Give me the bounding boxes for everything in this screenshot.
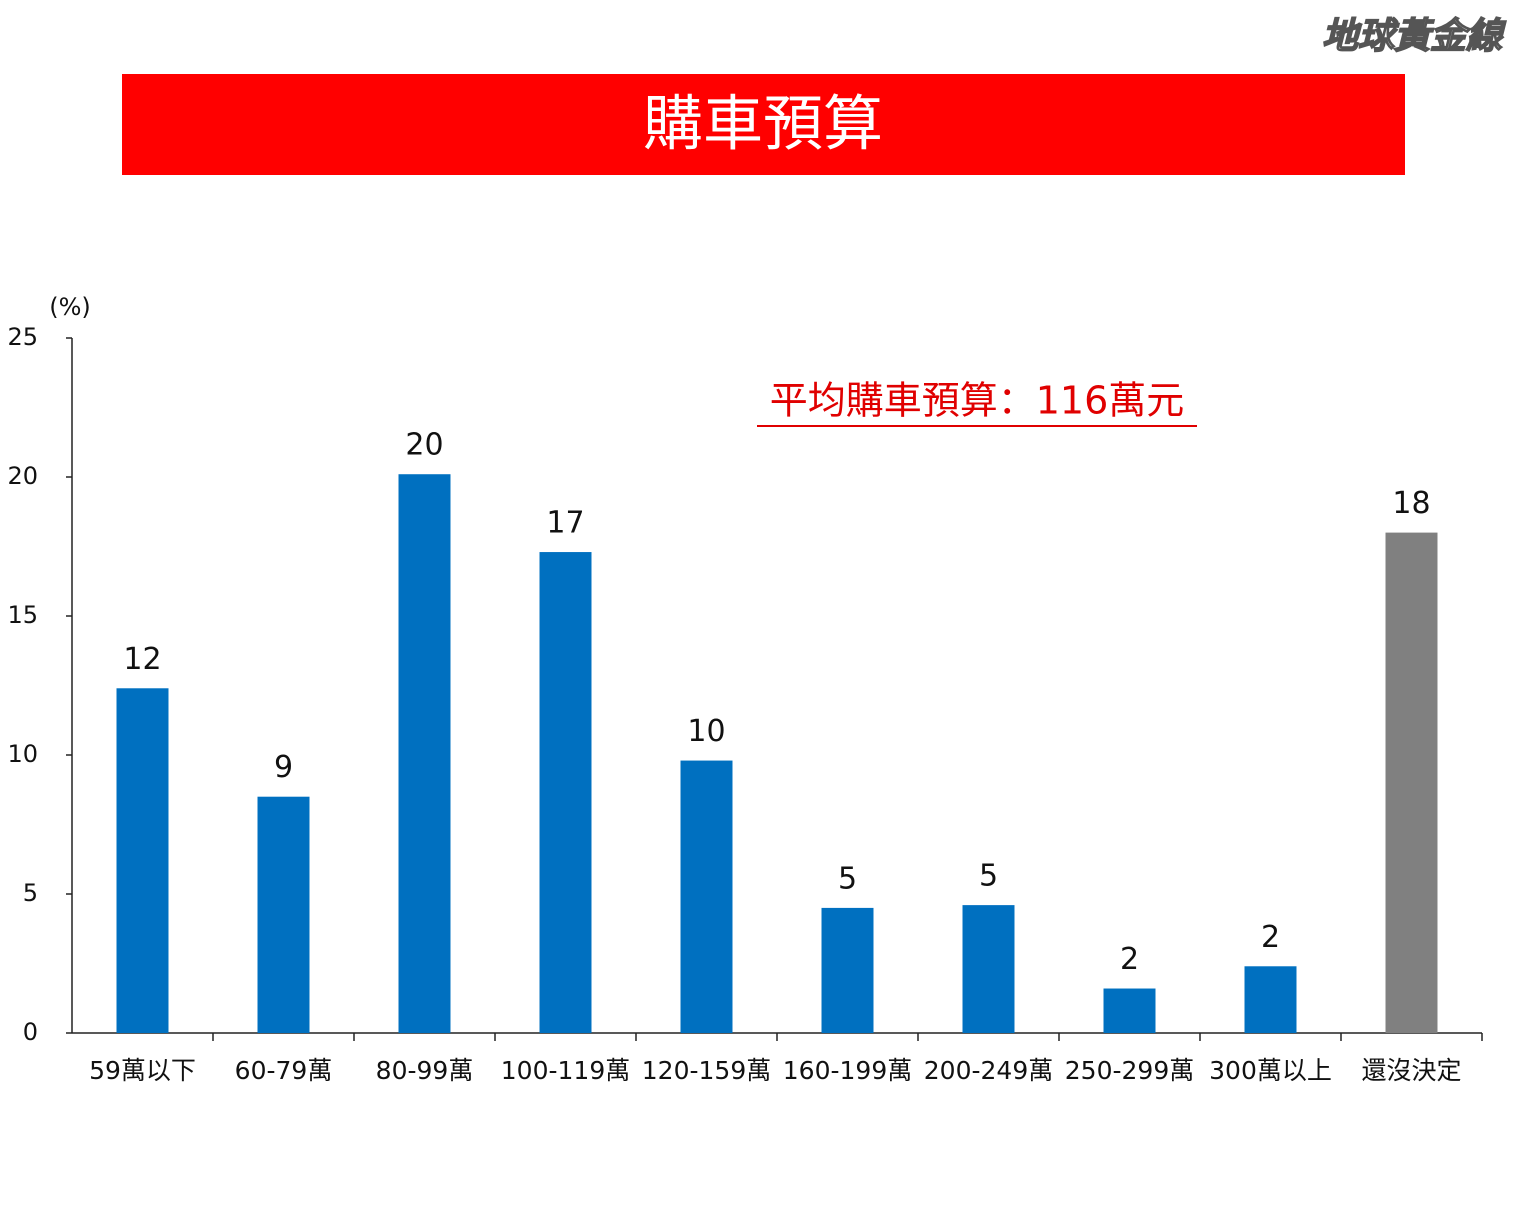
data-label: 12 [123,642,161,677]
x-tick-label: 250-299萬 [1065,1056,1194,1085]
x-tick-label: 200-249萬 [924,1056,1053,1085]
bar [1244,966,1297,1033]
data-label: 18 [1392,486,1430,521]
data-label: 5 [979,859,998,894]
bar [1103,988,1156,1033]
data-label: 2 [1120,942,1139,977]
data-label: 10 [687,714,725,749]
y-tick-label: 0 [23,1018,38,1046]
logo: 地球黃金線 [1322,16,1507,57]
data-label: 20 [405,428,443,463]
bar [821,907,874,1033]
y-tick-label: 25 [7,323,38,351]
title-banner [122,74,1405,175]
x-tick-label: 100-119萬 [501,1056,630,1085]
data-label: 9 [274,750,293,785]
bar [962,905,1015,1033]
y-tick-label: 10 [7,740,38,768]
bar [257,796,310,1033]
data-label: 2 [1261,920,1280,955]
x-tick-label: 160-199萬 [783,1056,912,1085]
data-label: 17 [546,506,584,541]
y-tick-label: 15 [7,601,38,629]
x-tick-label: 60-79萬 [235,1056,333,1085]
bar [398,474,451,1034]
data-label: 5 [838,861,857,896]
bar [1385,532,1438,1033]
chart-title: 購車預算 [643,90,883,160]
x-tick-label: 300萬以上 [1209,1056,1332,1085]
x-tick-label: 80-99萬 [376,1056,474,1085]
y-tick-label: 5 [23,879,38,907]
x-tick-label: 59萬以下 [89,1056,196,1085]
annotation: 平均購車預算：116萬元 [770,379,1185,423]
bar [116,688,169,1033]
bar [680,760,733,1033]
bar [539,552,592,1033]
x-tick-label: 120-159萬 [642,1056,771,1085]
y-unit: (%) [49,293,91,321]
x-tick-label: 還沒決定 [1361,1056,1461,1085]
y-tick-label: 20 [7,462,38,490]
